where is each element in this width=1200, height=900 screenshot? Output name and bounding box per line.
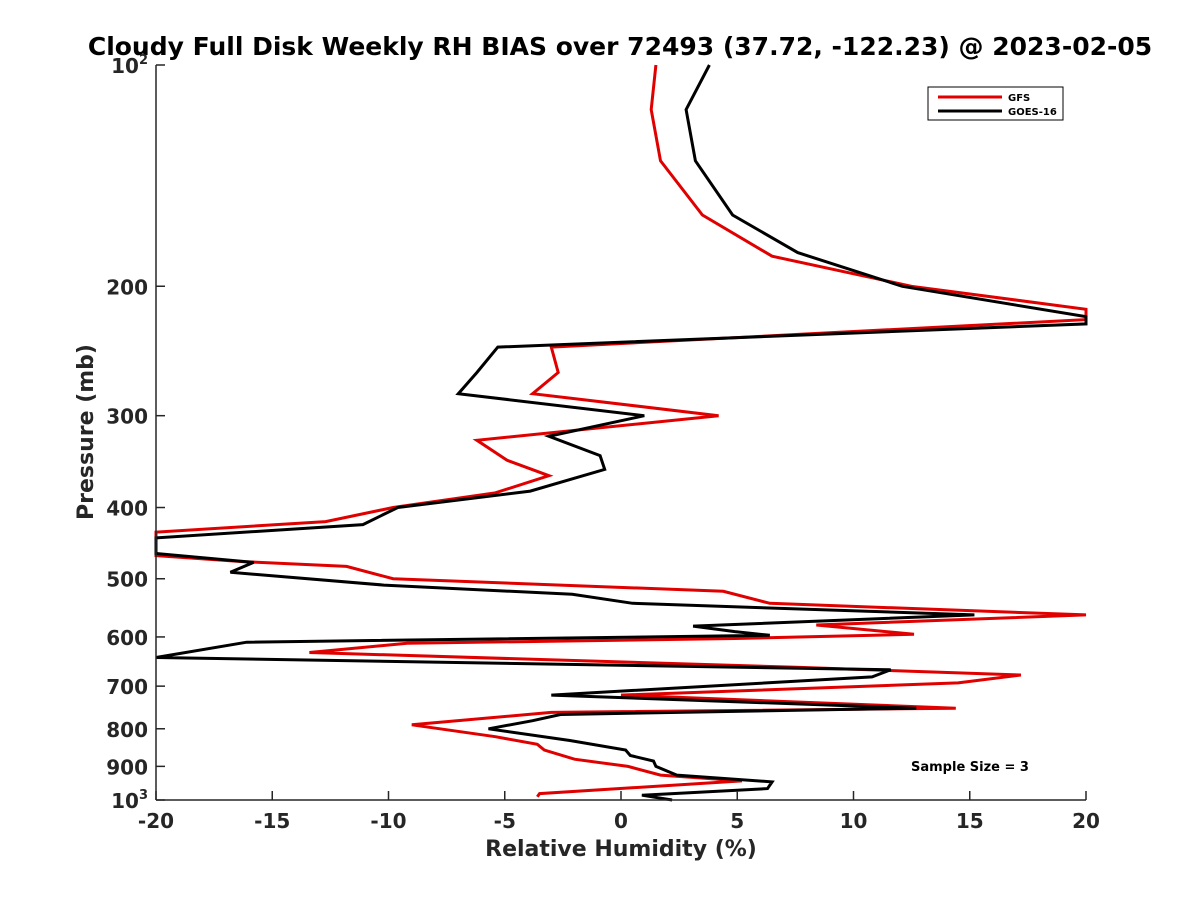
x-tick-label: -10	[370, 809, 406, 833]
y-tick-label: 300	[106, 405, 148, 429]
sample-size-annotation: Sample Size = 3	[911, 760, 1029, 775]
x-tick-label: -20	[138, 809, 174, 833]
y-tick-label: 600	[106, 626, 148, 650]
y-tick-label: 103	[111, 788, 148, 813]
legend: GFS GOES-16	[927, 86, 1064, 121]
x-tick-label: 5	[730, 809, 744, 833]
y-axis-label: Pressure (mb)	[74, 344, 99, 520]
series-line-goes-16	[154, 64, 1088, 802]
plot-area	[156, 65, 1086, 800]
x-tick-label: -15	[254, 809, 290, 833]
x-axis-label: Relative Humidity (%)	[485, 837, 757, 862]
series-layer	[154, 64, 1088, 802]
legend-box	[927, 86, 1064, 121]
x-tick-label: 15	[956, 809, 984, 833]
y-tick-label: 200	[106, 275, 148, 299]
legend-label: GOES-16	[1008, 107, 1057, 118]
y-tick-label: 500	[106, 568, 148, 592]
chart-title: Cloudy Full Disk Weekly RH BIAS over 724…	[88, 32, 1152, 61]
y-tick-label: 400	[106, 497, 148, 521]
x-tick-label: -5	[494, 809, 516, 833]
y-tick-label: 102	[111, 53, 148, 78]
x-axis-ticks: -20 -15 -10 -5 0 5 10 15 20	[138, 791, 1100, 833]
y-tick-label: 800	[106, 718, 148, 742]
y-axis-ticks: 102 200 300 400 500 600 700 800 900 103	[106, 53, 165, 813]
y-tick-label: 900	[106, 755, 148, 779]
x-tick-label: 20	[1072, 809, 1100, 833]
x-tick-label: 10	[840, 809, 868, 833]
legend-label: GFS	[1008, 93, 1030, 104]
y-tick-label: 700	[106, 675, 148, 699]
legend-entries: GFS GOES-16	[938, 93, 1057, 118]
x-tick-label: 0	[614, 809, 628, 833]
